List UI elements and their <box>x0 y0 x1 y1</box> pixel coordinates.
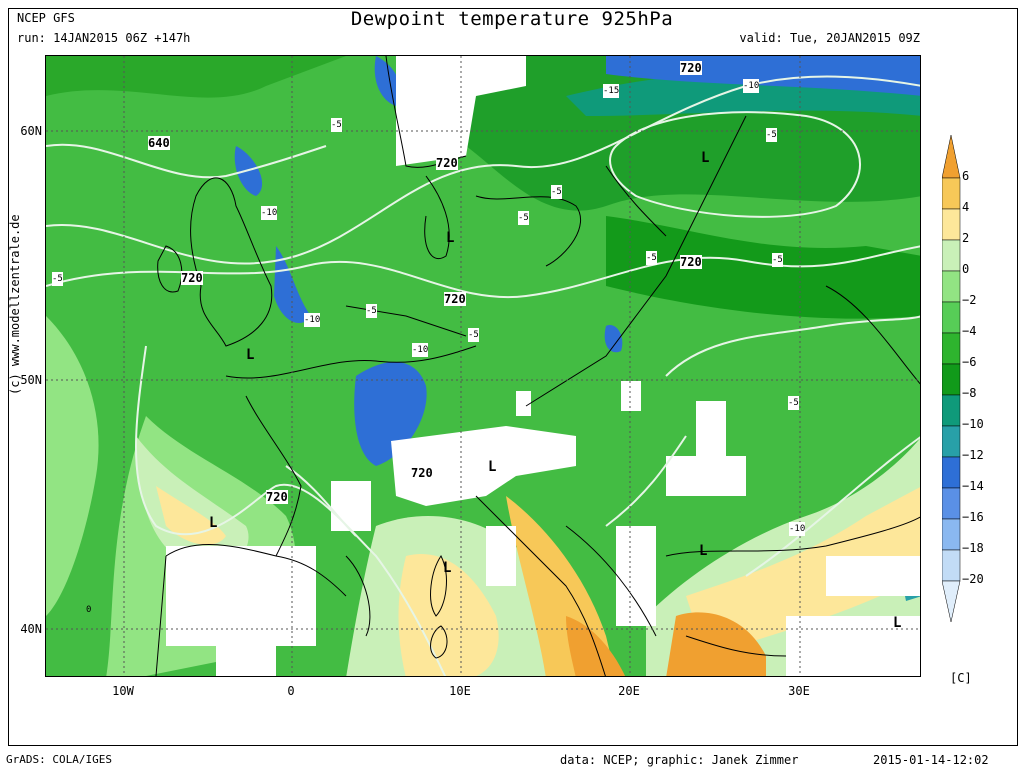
legend-tick-label: −16 <box>962 510 984 525</box>
figure-frame <box>8 8 1018 746</box>
dewpoint-label: -5 <box>468 328 479 342</box>
low-pressure-marker: L <box>701 150 710 166</box>
legend-tick-label: 0 <box>962 262 970 277</box>
legend-tick-label: −12 <box>962 448 984 463</box>
dewpoint-label: -5 <box>551 185 562 199</box>
legend-tick-label: 2 <box>962 231 970 246</box>
dark-green-area <box>606 216 920 319</box>
latitude-label: 50N <box>20 373 42 387</box>
blue-area <box>274 246 311 324</box>
legend-swatch <box>942 518 961 551</box>
height-contour-label: 720 <box>680 255 702 269</box>
dewpoint-label: -15 <box>603 84 620 98</box>
yellow-area <box>686 487 920 656</box>
coastlines <box>155 56 920 676</box>
longitude-label: 20E <box>618 684 640 698</box>
longitude-label: 0 <box>287 684 295 698</box>
software-credit: GrADS: COLA/IGES <box>6 753 112 766</box>
terrain-mask <box>166 56 920 676</box>
legend-tick-label: −20 <box>962 572 984 587</box>
low-pressure-marker: L <box>246 347 255 363</box>
low-pressure-marker: L <box>443 560 452 576</box>
dewpoint-label: -5 <box>766 128 777 142</box>
legend-tick-label: −6 <box>962 355 977 370</box>
legend-swatch <box>942 425 961 458</box>
height-contour-label: 720 <box>436 156 458 170</box>
legend-tick-label: −10 <box>962 417 984 432</box>
latitude-label: 60N <box>20 124 42 138</box>
height-contour-label: 720 <box>266 490 288 504</box>
legend-tick-label: −8 <box>962 386 977 401</box>
dewpoint-label: -10 <box>261 206 278 220</box>
legend-swatch <box>942 363 961 396</box>
blue-area <box>374 56 400 106</box>
legend-swatch <box>942 239 961 272</box>
dewpoint-label: -5 <box>366 304 377 318</box>
legend-swatch <box>942 135 961 179</box>
map-title: Dewpoint temperature 925hPa <box>350 8 674 30</box>
legend-swatch <box>942 270 961 303</box>
legend-swatch <box>942 177 961 210</box>
legend-tick-label: 4 <box>962 200 970 215</box>
low-pressure-marker: L <box>699 543 708 559</box>
dewpoint-label: -5 <box>518 211 529 225</box>
height-contours <box>46 75 920 676</box>
legend-tick-label: −2 <box>962 293 977 308</box>
blue-area <box>604 325 623 353</box>
legend-swatch <box>942 394 961 427</box>
dewpoint-label: -10 <box>412 343 429 357</box>
height-contour-label: 720 <box>444 292 466 306</box>
height-contour-label: 720 <box>181 271 203 285</box>
dewpoint-label: -5 <box>788 396 799 410</box>
dark-green-area <box>46 56 346 98</box>
low-pressure-marker: L <box>893 615 902 631</box>
low-pressure-marker: L <box>446 230 455 246</box>
legend-swatch <box>942 332 961 365</box>
legend-tick-label: −14 <box>962 479 984 494</box>
latitude-label: 40N <box>20 622 42 636</box>
orange-area <box>666 612 766 676</box>
dewpoint-label: -5 <box>52 272 63 286</box>
dewpoint-label: -10 <box>743 79 760 93</box>
longitude-label: 10E <box>449 684 471 698</box>
longitude-label: 30E <box>788 684 810 698</box>
legend-swatch <box>942 301 961 334</box>
weather-map: 640 720 720 720 720 720 720 720 -5 -5 -5… <box>45 55 921 677</box>
run-info: run: 14JAN2015 06Z +147h <box>17 31 191 45</box>
side-credit: (c) www.modellzentrale.de <box>8 214 22 395</box>
longitude-label: 10W <box>112 684 134 698</box>
low-pressure-marker: L <box>488 459 497 475</box>
map-canvas <box>46 56 920 676</box>
dewpoint-label: 0 <box>86 605 92 615</box>
valid-time: valid: Tue, 20JAN2015 09Z <box>739 31 920 45</box>
dewpoint-label: -5 <box>331 118 342 132</box>
legend-unit: [C] <box>950 671 972 685</box>
legend-swatch <box>942 487 961 520</box>
dewpoint-label: -10 <box>304 313 321 327</box>
height-contour-label: 640 <box>148 136 170 150</box>
color-legend <box>942 135 961 623</box>
light-green-area <box>46 316 99 616</box>
height-contour-label: 720 <box>411 466 433 480</box>
data-credit: data: NCEP; graphic: Janek Zimmer <box>560 753 799 767</box>
legend-swatch <box>942 580 961 623</box>
legend-tick-label: −18 <box>962 541 984 556</box>
low-pressure-marker: L <box>209 515 218 531</box>
dewpoint-label: -5 <box>646 251 657 265</box>
legend-swatch <box>942 456 961 489</box>
legend-swatch <box>942 208 961 241</box>
height-contour-label: 720 <box>680 61 702 75</box>
timestamp: 2015-01-14-12:02 <box>873 753 989 767</box>
dewpoint-label: -10 <box>789 522 806 536</box>
dewpoint-label: -5 <box>772 253 783 267</box>
model-name: NCEP GFS <box>17 11 75 25</box>
yellow-area <box>398 554 499 676</box>
legend-tick-label: −4 <box>962 324 977 339</box>
legend-tick-label: 6 <box>962 169 970 184</box>
legend-swatch <box>942 549 961 582</box>
